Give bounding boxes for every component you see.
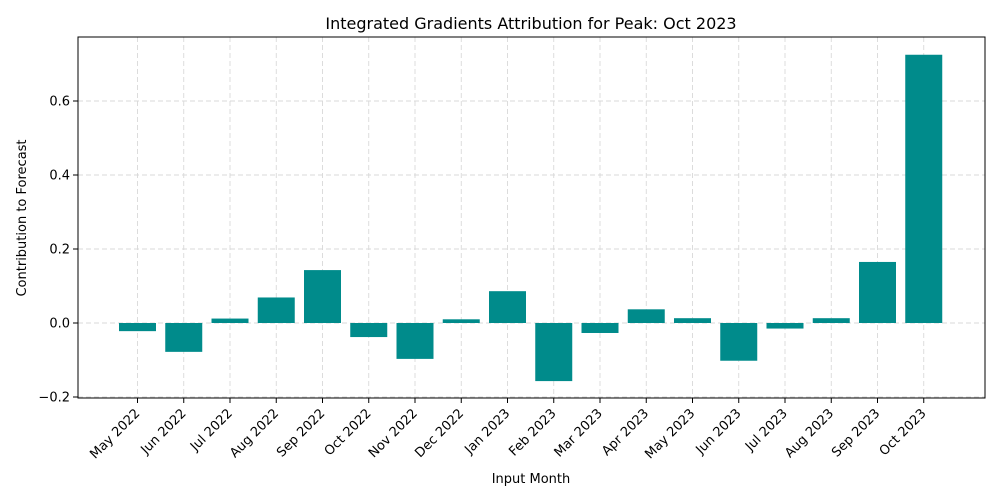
y-tick-label: 0.4: [49, 169, 70, 184]
bar: [489, 291, 526, 323]
y-tick-label: 0.6: [49, 95, 70, 110]
y-axis-label: Contribution to Forecast: [15, 139, 30, 296]
chart-title: Integrated Gradients Attribution for Pea…: [325, 14, 736, 33]
x-tick-label: Dec 2022: [412, 406, 467, 461]
bar: [396, 323, 434, 359]
x-tick-label: Jul 2023: [742, 406, 791, 455]
x-tick-label: May 2023: [642, 406, 698, 462]
x-tick-label: Aug 2023: [782, 406, 837, 461]
y-tick-label: 0.2: [49, 243, 70, 258]
x-tick-label: Jun 2022: [138, 406, 190, 458]
y-tick-label: 0.0: [49, 317, 70, 332]
bar: [674, 318, 711, 323]
x-tick-label: Mar 2023: [552, 406, 606, 460]
x-tick-label: May 2022: [87, 406, 143, 462]
bar: [905, 54, 943, 323]
bar: [257, 297, 295, 323]
bar: [119, 323, 156, 332]
bar-layer: [119, 54, 943, 382]
x-tick-label: Sep 2023: [829, 406, 883, 460]
x-tick-label: Aug 2022: [227, 406, 282, 461]
bar: [812, 318, 850, 323]
bar: [859, 261, 896, 323]
bar: [211, 318, 249, 323]
x-tick-label: Oct 2023: [877, 406, 930, 459]
x-tick-label: Sep 2022: [274, 406, 328, 460]
bar: [442, 319, 480, 323]
x-tick-label: Jun 2023: [693, 406, 745, 458]
bar: [165, 323, 203, 352]
bar: [766, 323, 804, 329]
bar: [627, 309, 665, 323]
y-tick-label: −0.2: [38, 391, 70, 406]
bar: [581, 323, 619, 333]
x-tick-label: Jul 2022: [187, 406, 236, 455]
plot-frame: [77, 36, 986, 399]
grid-layer: [78, 37, 985, 398]
bar: [720, 323, 758, 361]
x-tick-label: Feb 2023: [506, 406, 559, 459]
y-axis: −0.2 0.0 0.2 0.4 0.6: [38, 95, 78, 406]
bar: [304, 270, 341, 323]
bar: [350, 323, 388, 338]
x-tick-label: Jan 2023: [462, 406, 514, 458]
x-tick-label: Nov 2022: [366, 406, 421, 461]
x-axis-label: Input Month: [492, 472, 571, 487]
bar: [535, 323, 573, 382]
